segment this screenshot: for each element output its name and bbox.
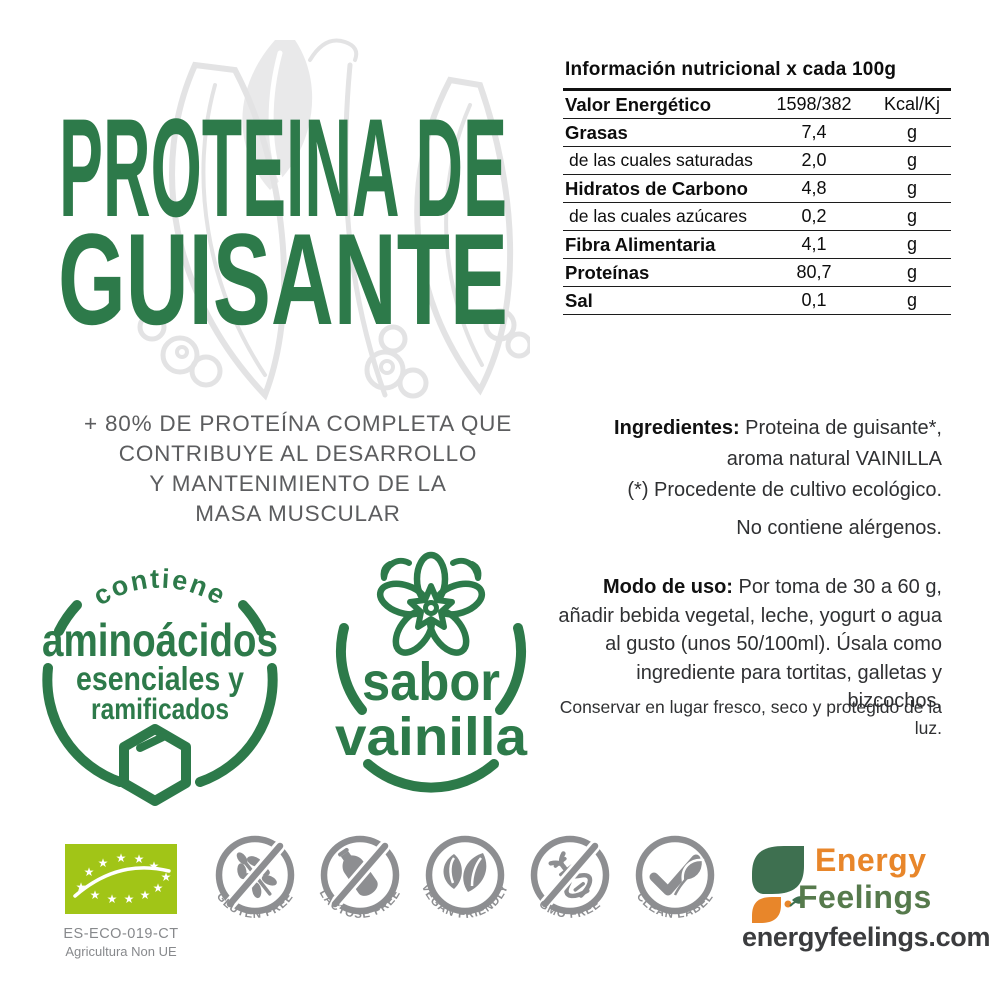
svg-text:GMO FREE: GMO FREE: [537, 898, 604, 921]
hexagon-icon: [119, 724, 191, 806]
svg-text:★: ★: [116, 851, 127, 865]
nutrition-row: Fibra Alimentaria 4,1 g: [563, 231, 951, 259]
badge-dash-right: [238, 600, 266, 636]
nutrition-row: Grasas 7,4 g: [563, 119, 951, 147]
badge-arc-left: [42, 663, 125, 787]
brand-name-feelings: Feelings: [798, 879, 932, 915]
storage-note: Conservar en lugar fresco, seco y proteg…: [559, 697, 942, 738]
badge-amino-line3: ramificados: [91, 693, 229, 726]
product-title: PROTEÍNA DE GUISANTE: [48, 89, 518, 352]
svg-text:★: ★: [90, 888, 101, 902]
leaves-icon: [443, 853, 487, 892]
brand-leaf-icon: [752, 846, 805, 923]
vanilla-flower-icon: [376, 551, 486, 656]
badge-arc-right: [195, 663, 278, 787]
svg-text:CLEAN LABEL: CLEAN LABEL: [634, 891, 716, 921]
protein-claim: + 80% DE PROTEÍNA COMPLETA QUE CONTRIBUY…: [83, 411, 513, 526]
check-leaf-icon: [649, 854, 705, 896]
svg-text:★: ★: [84, 865, 95, 879]
badge-vanilla-line2: vainilla: [335, 707, 528, 767]
badge-dash-left: [54, 600, 82, 636]
badge-paren-right: [495, 623, 527, 715]
pea-pods-illustration: [137, 38, 530, 401]
svg-text:★: ★: [76, 880, 87, 894]
ingredients-label: Ingredientes:: [614, 417, 740, 439]
badge-amino-line2: esenciales y: [76, 660, 245, 697]
svg-text:★: ★: [153, 881, 164, 895]
crossed-slash: [225, 841, 285, 909]
gmo-free-badge: GMO FREE: [530, 835, 610, 921]
gluten-free-badge: GLUTEN FREE: [214, 835, 295, 921]
eu-leaf-icon: ★★ ★ ★ ★★ ★★ ★ ★ ★ ★: [65, 844, 177, 914]
eu-certification-code: ES-ECO-019-CT: [63, 926, 179, 942]
vegan-friendly-badge: VEGAN FRIENDLY: [419, 835, 510, 921]
nutrition-row: Proteínas 80,7 g: [563, 259, 951, 287]
eu-organic-logo: ★ ★ ★ ★ ★ ★ ★ ★ ★ ★ ★ ★ ES-ECO-019-CT Agricultur…: [62, 844, 180, 959]
cert-label: GMO FREE: [537, 898, 603, 921]
badge-amino-line1: aminoácidos: [42, 614, 278, 666]
title-line1: PROTEÍNA DE: [59, 112, 507, 246]
badge-contiene-text: contiene: [88, 564, 230, 612]
organic-note: (*) Procedente de cultivo ecológico.: [627, 479, 942, 501]
svg-text:★: ★: [161, 870, 172, 884]
badge-paren-left: [335, 623, 367, 715]
usage-label: Modo de uso:: [602, 576, 733, 598]
crossed-slash: [540, 841, 600, 909]
brand-logo: Energy Feelings energyfeelings.com: [742, 838, 991, 958]
usage-section: Modo de uso: Por toma de 30 a 60 g, añad…: [558, 576, 942, 712]
clean-label-badge: CLEAN LABEL: [634, 835, 716, 921]
svg-text:★: ★: [149, 859, 160, 873]
nutrition-table: Información nutricional x cada 100g Valo…: [563, 57, 951, 315]
crossed-slash: [330, 841, 390, 909]
certification-badges: GLUTEN FREE LACTOSE FREE: [205, 833, 725, 937]
cert-label: CLEAN LABEL: [634, 891, 715, 921]
nutrition-row: de las cuales saturadas 2,0 g: [563, 147, 951, 175]
svg-text:★: ★: [107, 892, 118, 906]
vanilla-flavour-badge: sabor vainilla: [335, 551, 528, 793]
svg-text:★: ★: [140, 888, 151, 902]
ingredients-section: Ingredientes: Proteina de guisante*, aro…: [558, 413, 942, 543]
lactose-free-badge: LACTOSE FREE: [317, 835, 402, 921]
brand-name-energy: Energy: [815, 842, 927, 878]
amino-acids-badge: contiene aminoácidos esenciales y ramifi…: [42, 564, 278, 806]
svg-text:★: ★: [134, 852, 145, 866]
nutrition-row: Hidratos de Carbono 4,8 g: [563, 175, 951, 203]
brand-website: energyfeelings.com: [742, 922, 991, 952]
nutrition-row: Sal 0,1 g: [563, 287, 951, 315]
nutrition-row: Valor Energético 1598/382 Kcal/Kj: [563, 91, 951, 119]
badge-vanilla-line1: sabor: [362, 652, 500, 712]
title-line2: GUISANTE: [58, 206, 508, 342]
badge-smile-arc: [363, 759, 499, 793]
nutrition-header: Información nutricional x cada 100g: [563, 57, 951, 91]
svg-text:contiene: contiene: [88, 564, 232, 612]
svg-text:★: ★: [98, 856, 109, 870]
nutrition-row: de las cuales azúcares 0,2 g: [563, 203, 951, 231]
allergen-note: No contiene alérgenos.: [736, 516, 942, 539]
eu-origin-text: Agricultura Non UE: [65, 944, 177, 959]
svg-text:★: ★: [124, 892, 135, 906]
